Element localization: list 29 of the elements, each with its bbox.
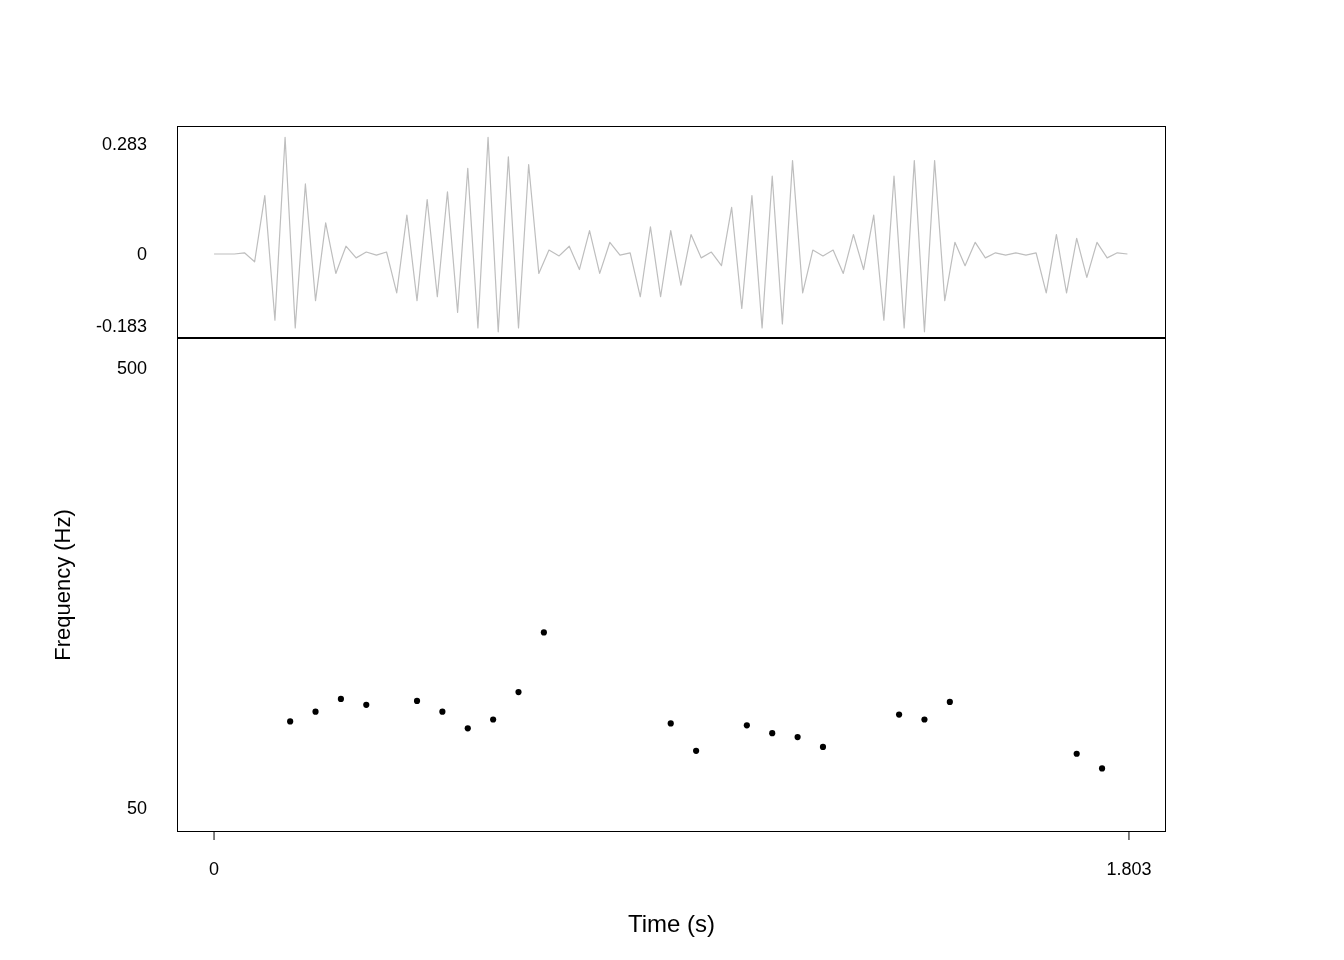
point <box>946 698 953 705</box>
x-tick-label: 1.803 <box>1106 858 1152 879</box>
y-tick-label: 0 <box>136 244 147 265</box>
point <box>464 725 471 732</box>
point <box>287 718 294 725</box>
point <box>413 697 421 704</box>
y-tick-label: 50 <box>126 797 147 818</box>
y-tick-label: -0.183 <box>95 315 147 336</box>
x-axis-title: Time (s) <box>627 910 716 937</box>
y-axis-title: Frequency (Hz) <box>49 509 75 661</box>
point <box>667 720 674 727</box>
point <box>490 716 497 723</box>
point <box>1098 765 1106 772</box>
point <box>743 722 750 729</box>
point <box>693 747 700 754</box>
point <box>794 734 801 741</box>
y-tick-label: 500 <box>116 357 147 378</box>
point <box>540 629 547 636</box>
point <box>439 708 446 715</box>
point <box>337 695 344 703</box>
point <box>896 711 903 718</box>
point <box>363 701 370 708</box>
point <box>312 708 319 715</box>
point <box>515 689 522 696</box>
y-tick-label: 0.283 <box>101 134 147 155</box>
point <box>819 743 827 750</box>
point <box>1073 750 1080 757</box>
point <box>921 716 928 723</box>
point <box>769 730 776 737</box>
